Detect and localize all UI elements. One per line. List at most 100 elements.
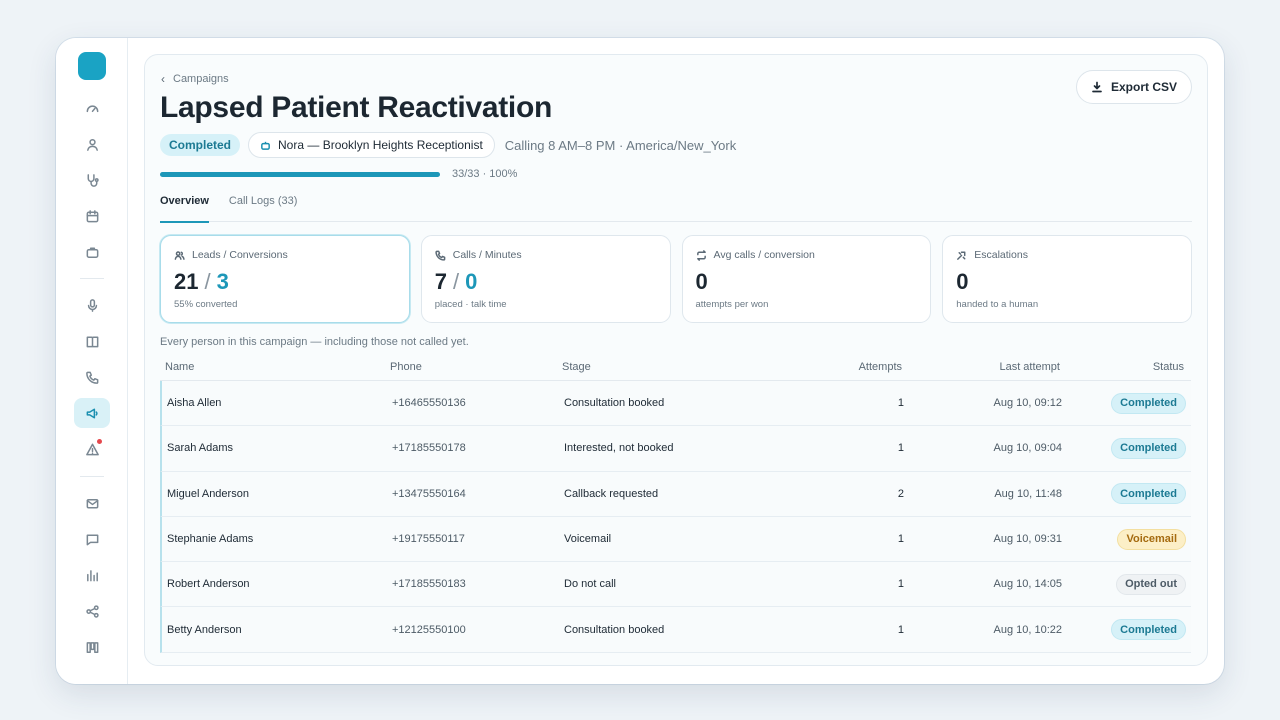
app-window: ‹ Campaigns Lapsed Patient Reactivation … <box>56 38 1224 684</box>
stat-separator: / <box>453 269 460 294</box>
column-header-attempts[interactable]: Attempts <box>858 360 902 373</box>
sidebar-item-campaigns[interactable] <box>74 398 110 428</box>
stat-separator: / <box>204 269 211 294</box>
users-icon <box>174 250 185 260</box>
sidebar-item-boards[interactable] <box>74 632 110 662</box>
cell-stage: Voicemail <box>564 533 612 546</box>
cell-last-attempt: Aug 10, 09:12 <box>993 397 1062 410</box>
cell-last-attempt: Aug 10, 09:31 <box>993 533 1062 546</box>
stat-sub: attempts per won <box>695 299 769 310</box>
stat-value-escalations: 0 <box>956 269 969 294</box>
escalate-icon <box>957 251 966 260</box>
sidebar-item-messages[interactable] <box>74 524 110 554</box>
cell-phone: +13475550164 <box>392 487 466 500</box>
campaign-meta: Completed Nora — Brooklyn Heights Recept… <box>160 132 736 158</box>
phone-icon <box>85 371 98 384</box>
stat-label: Leads / Conversions <box>192 249 288 261</box>
sidebar-divider <box>80 278 104 279</box>
stat-sub: placed · talk time <box>434 299 507 310</box>
breadcrumb[interactable]: ‹ Campaigns <box>161 72 229 86</box>
sidebar-item-knowledge[interactable] <box>74 326 110 356</box>
sidebar-item-voice[interactable] <box>74 290 110 320</box>
alert-icon <box>85 443 99 455</box>
stat-sub: handed to a human <box>956 299 1039 310</box>
cell-phone: +19175550117 <box>392 533 465 546</box>
brand-logo[interactable] <box>78 52 106 80</box>
sidebar-item-clinical[interactable] <box>74 165 110 195</box>
tab-bar: Overview Call Logs (33) <box>160 195 1192 223</box>
stat-card-calls: Calls / Minutes 7 / 0 placed · talk time <box>420 235 671 323</box>
progress-bar <box>160 172 440 177</box>
column-header-name[interactable]: Name <box>165 360 195 373</box>
cell-stage: Do not call <box>564 578 616 591</box>
dashboard-icon <box>86 104 98 112</box>
cell-phone: +12125550100 <box>392 623 466 636</box>
megaphone-icon <box>86 408 98 418</box>
cell-name: Stephanie Adams <box>167 533 254 546</box>
stethoscope-icon <box>87 173 99 187</box>
calling-hours: Calling 8 AM–8 PM · America/New_York <box>504 137 737 153</box>
stat-value-calls: 7 <box>434 269 447 294</box>
agent-pill[interactable]: Nora — Brooklyn Heights Receptionist <box>248 132 495 158</box>
stat-value-avg: 0 <box>695 269 708 294</box>
table-row[interactable]: Stephanie Adams +19175550117 Voicemail 1… <box>160 516 1191 563</box>
stat-card-avg-calls: Avg calls / conversion 0 attempts per wo… <box>681 235 932 323</box>
tab-overview[interactable]: Overview <box>160 195 209 223</box>
repeat-icon <box>696 249 706 261</box>
sidebar-rail <box>56 38 128 684</box>
sidebar-item-dashboard[interactable] <box>74 93 110 123</box>
status-badge: Opted out <box>1116 573 1186 595</box>
chat-icon <box>86 534 98 545</box>
briefcase-icon <box>86 247 98 258</box>
column-header-status[interactable]: Status <box>1152 360 1184 373</box>
book-icon <box>86 336 98 347</box>
table-caption: Every person in this campaign — includin… <box>160 336 469 348</box>
export-csv-button[interactable]: Export CSV <box>1075 70 1192 104</box>
sidebar-item-jobs[interactable] <box>74 237 110 267</box>
column-header-stage[interactable]: Stage <box>562 360 591 373</box>
stat-sub: 55% converted <box>174 299 238 310</box>
calendar-icon <box>86 209 98 222</box>
cell-stage: Callback requested <box>564 487 659 500</box>
cell-attempts: 1 <box>897 442 904 455</box>
cell-attempts: 1 <box>897 397 904 410</box>
tab-call-logs[interactable]: Call Logs (33) <box>228 195 298 207</box>
sidebar-item-mail[interactable] <box>74 488 110 518</box>
status-badge: Completed <box>1111 483 1186 505</box>
table-row[interactable]: Betty Anderson +12125550100 Consultation… <box>160 607 1191 653</box>
cell-name: Robert Anderson <box>167 578 250 591</box>
cell-name: Aisha Allen <box>167 397 222 410</box>
sidebar-item-alerts[interactable] <box>74 434 110 464</box>
column-header-phone[interactable]: Phone <box>390 360 422 373</box>
cell-name: Miguel Anderson <box>167 487 249 500</box>
mail-icon <box>86 498 98 508</box>
sidebar-item-integrations[interactable] <box>74 596 110 626</box>
agent-name: Nora — Brooklyn Heights Receptionist <box>278 138 483 152</box>
cell-phone: +16465550136 <box>392 397 466 410</box>
cell-stage: Consultation booked <box>564 623 665 636</box>
stats-cards: Leads / Conversions 21 / 3 55% converted… <box>160 235 1192 323</box>
progress-fill <box>160 172 440 177</box>
stat-card-escalations: Escalations 0 handed to a human <box>942 235 1192 323</box>
share-icon <box>85 604 99 618</box>
table-row[interactable]: Sarah Adams +17185550178 Interested, not… <box>160 426 1191 472</box>
column-header-last-attempt[interactable]: Last attempt <box>999 360 1060 373</box>
stat-value-leads: 21 <box>174 269 199 294</box>
stat-label: Calls / Minutes <box>452 249 522 261</box>
chevron-left-icon: ‹ <box>161 72 165 86</box>
stat-value-conversions: 3 <box>216 269 229 294</box>
stat-value-minutes: 0 <box>465 269 478 294</box>
sidebar-item-analytics[interactable] <box>74 560 110 590</box>
user-icon <box>86 138 98 151</box>
status-badge: Voicemail <box>1117 528 1186 550</box>
sidebar-item-calendar[interactable] <box>74 201 110 231</box>
table-header: Name Phone Stage Attempts Last attempt S… <box>160 353 1191 381</box>
sidebar-item-contacts[interactable] <box>74 129 110 159</box>
table-row[interactable]: Miguel Anderson +13475550164 Callback re… <box>160 471 1191 517</box>
cell-name: Sarah Adams <box>167 442 234 455</box>
table-row[interactable]: Aisha Allen +16465550136 Consultation bo… <box>160 381 1191 427</box>
sidebar-item-calls[interactable] <box>74 362 110 392</box>
notification-dot <box>97 439 102 444</box>
table-row[interactable]: Robert Anderson +17185550183 Do not call… <box>160 562 1191 608</box>
chart-icon <box>86 569 98 581</box>
